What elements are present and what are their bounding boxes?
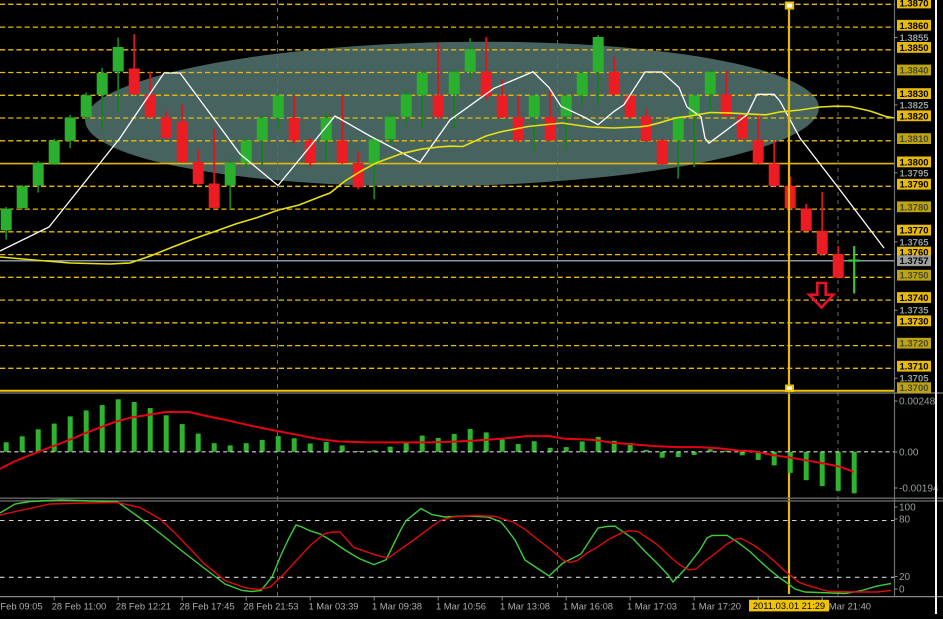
svg-text:1 Mar 17:20: 1 Mar 17:20 — [691, 601, 741, 612]
svg-text:100: 100 — [899, 503, 916, 514]
svg-text:1.3710: 1.3710 — [899, 362, 928, 373]
svg-text:1.3795: 1.3795 — [899, 168, 929, 179]
svg-text:1.3780: 1.3780 — [899, 202, 928, 213]
svg-text:1.3735: 1.3735 — [899, 306, 929, 317]
svg-text:1 Mar 10:56: 1 Mar 10:56 — [436, 601, 486, 612]
svg-text:28 Feb 17:45: 28 Feb 17:45 — [179, 601, 234, 612]
svg-text:28 Feb 11:00: 28 Feb 11:00 — [52, 601, 107, 612]
svg-text:1.3840: 1.3840 — [899, 66, 928, 77]
svg-text:1.3705: 1.3705 — [899, 374, 929, 385]
svg-text:1 Mar 09:38: 1 Mar 09:38 — [372, 601, 422, 612]
svg-text:0.00248: 0.00248 — [899, 397, 936, 408]
svg-text:1.3730: 1.3730 — [899, 316, 928, 327]
svg-text:2 Mar 21:40: 2 Mar 21:40 — [821, 601, 871, 612]
svg-text:1.3870: 1.3870 — [899, 0, 928, 10]
svg-text:1.3790: 1.3790 — [899, 180, 928, 191]
svg-text:0: 0 — [899, 585, 905, 596]
svg-text:80: 80 — [899, 515, 911, 526]
svg-text:20: 20 — [899, 572, 911, 583]
svg-text:1 Mar 17:03: 1 Mar 17:03 — [627, 601, 677, 612]
svg-text:-0.00194: -0.00194 — [899, 484, 939, 495]
svg-text:1 Mar 13:08: 1 Mar 13:08 — [500, 601, 550, 612]
svg-text:1.3810: 1.3810 — [899, 134, 928, 145]
svg-text:1 Mar 16:08: 1 Mar 16:08 — [563, 601, 613, 612]
svg-text:1.3855: 1.3855 — [899, 33, 929, 44]
svg-text:1.3850: 1.3850 — [899, 43, 928, 54]
svg-text:1.3760: 1.3760 — [899, 248, 928, 259]
svg-text:1.3700: 1.3700 — [899, 383, 928, 394]
svg-text:1.3820: 1.3820 — [899, 111, 928, 122]
svg-text:1.3720: 1.3720 — [899, 339, 928, 350]
svg-text:1.3800: 1.3800 — [899, 157, 928, 168]
svg-text:1.3740: 1.3740 — [899, 293, 928, 304]
svg-text:1.3825: 1.3825 — [899, 100, 929, 111]
svg-text:28 Feb 09:05: 28 Feb 09:05 — [0, 601, 43, 612]
svg-text:28 Feb 12:21: 28 Feb 12:21 — [116, 601, 171, 612]
svg-text:1.3750: 1.3750 — [899, 271, 928, 282]
svg-text:28 Feb 21:53: 28 Feb 21:53 — [243, 601, 298, 612]
svg-text:0.00: 0.00 — [899, 448, 919, 459]
svg-text:2011.03.01 21:29: 2011.03.01 21:29 — [753, 600, 825, 611]
svg-text:1 Mar 03:39: 1 Mar 03:39 — [308, 601, 358, 612]
svg-text:1.3770: 1.3770 — [899, 226, 928, 237]
svg-text:1.3830: 1.3830 — [899, 89, 928, 100]
svg-text:1.3860: 1.3860 — [899, 21, 928, 32]
svg-text:1.3757: 1.3757 — [899, 256, 928, 267]
svg-text:1.3765: 1.3765 — [899, 237, 929, 248]
